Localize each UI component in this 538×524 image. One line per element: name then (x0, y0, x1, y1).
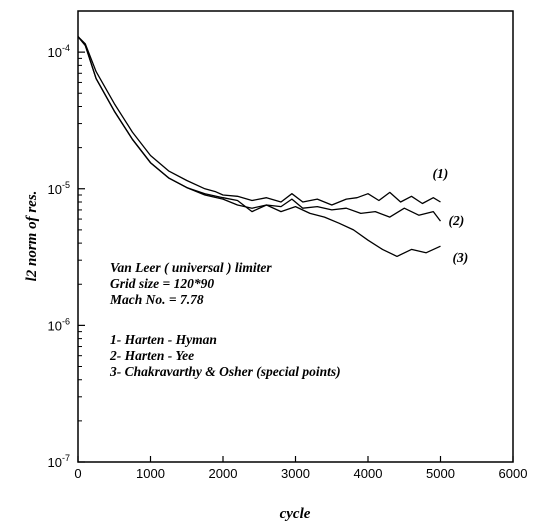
x-tick-label: 3000 (281, 466, 310, 481)
x-tick-label: 6000 (499, 466, 528, 481)
plot-frame (77, 10, 514, 463)
annotation-grid-size: Grid size = 120*90 (110, 276, 214, 291)
annotation-scheme-3: 3- Chakravarthy & Osher (special points) (109, 364, 341, 379)
x-tick-label: 5000 (426, 466, 455, 481)
label-layer: 0 1000 2000 3000 4000 5000 6000 10-7 10-6 10-5 10-… (48, 43, 528, 481)
x-tick-label: 4000 (354, 466, 383, 481)
x-tick-label: 1000 (136, 466, 165, 481)
series-curve-label: (1) (433, 166, 449, 181)
series-layer (77, 36, 442, 258)
series-line (77, 36, 441, 258)
annotation-limiter: Van Leer ( universal ) limiter (110, 260, 272, 275)
series-line (77, 36, 442, 222)
x-tick-label: 2000 (209, 466, 238, 481)
y-tick-label: 10-7 (48, 453, 70, 470)
annotation-scheme-2: 2- Harten - Yee (109, 348, 194, 363)
y-tick-label: 10-6 (48, 316, 70, 333)
series-curve-label: (2) (449, 213, 465, 228)
annotation-mach-number: Mach No. = 7.78 (109, 292, 204, 307)
y-axis-label: l2 norm of res. (24, 191, 40, 282)
series-curve-label: (3) (453, 250, 469, 265)
x-tick-label: 0 (74, 466, 81, 481)
x-axis-label: cycle (280, 506, 311, 522)
annotation-block: Van Leer ( universal ) limiter Grid size… (109, 260, 341, 379)
annotation-scheme-1: 1- Harten - Hyman (110, 332, 217, 347)
axes-layer (77, 10, 514, 463)
y-tick-label: 10-5 (48, 180, 70, 197)
y-tick-label: 10-4 (48, 43, 70, 60)
series-line (77, 36, 441, 206)
